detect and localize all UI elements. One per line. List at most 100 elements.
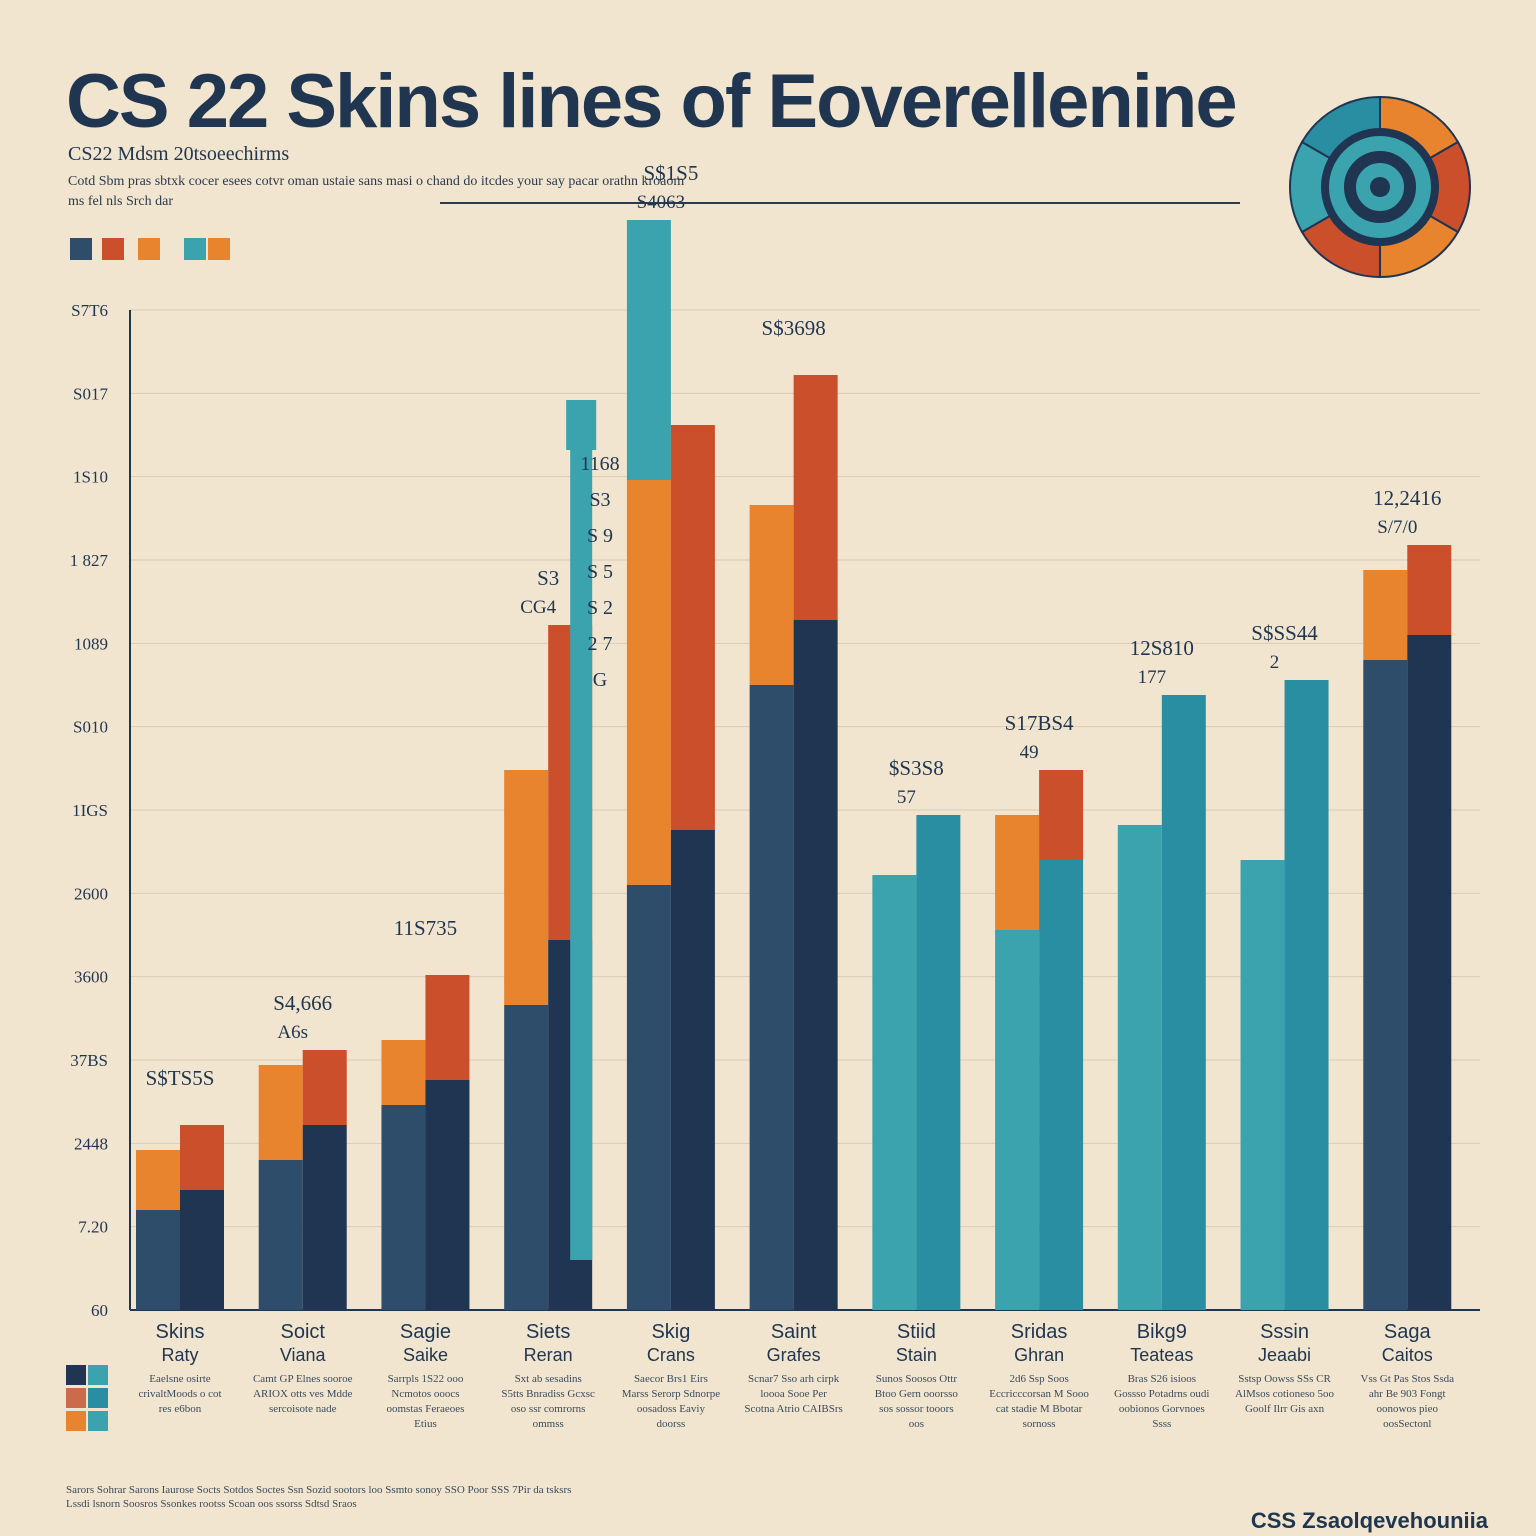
data-label-sub: A6s xyxy=(277,1022,308,1043)
category-note: Scnar7 Sso arh cirpk loooa Sooe Per Scotna… xyxy=(744,1373,842,1415)
data-label: S$TS5S xyxy=(146,1066,215,1090)
bar-segment xyxy=(1118,825,1162,1310)
category-note-line: oosSectonl xyxy=(1383,1418,1431,1430)
category-label: Sridas xyxy=(1011,1321,1068,1343)
category-sublabel: Stain xyxy=(896,1345,937,1365)
category-note-line: oomstas Feraeoes xyxy=(387,1403,465,1415)
y-tick-label: 3600 xyxy=(74,968,108,987)
category-note: Sarrpls 1S22 ooo Ncmotos ooocs oomstas Fer… xyxy=(387,1373,465,1430)
category-note-line: Eccricccorsan M Sooo xyxy=(989,1388,1089,1400)
category-note-line: Sarrpls 1S22 ooo xyxy=(388,1373,464,1385)
category-note-line: ahr Be 903 Fongt xyxy=(1369,1388,1446,1400)
bar-segment xyxy=(1407,635,1451,1310)
y-tick-label: 1 827 xyxy=(70,551,109,570)
side-annotation: 2 7 xyxy=(588,633,613,655)
bar-segment xyxy=(381,1040,425,1105)
bar-segment xyxy=(916,815,960,1310)
data-label: S3 xyxy=(537,566,559,590)
category-note-line: Scotna Atrio CAIBSrs xyxy=(744,1403,842,1415)
legend-key-teal-3 xyxy=(88,1411,108,1431)
category-note: Eaelsne osirte crivaltMoods o cot res e6bo… xyxy=(138,1373,221,1415)
category-note-line: ARIOX otts ves Mdde xyxy=(253,1388,352,1400)
category-note: Sxt ab sesadins S5tts Bnradiss Gcxsc oso s… xyxy=(501,1373,595,1430)
category-label: Stiid xyxy=(897,1321,936,1343)
category-sublabel: Crans xyxy=(647,1345,695,1365)
category-note-line: Sunos Soosos Ottr xyxy=(876,1373,958,1385)
category-note: Bras S26 isioos Gossso Potadrns oudi oobio… xyxy=(1114,1373,1209,1430)
category-note-line: 2d6 Ssp Soos xyxy=(1009,1373,1068,1385)
category-note-line: sercoisote nade xyxy=(269,1403,337,1415)
category-label: Skins xyxy=(156,1321,205,1343)
category-sublabel: Caitos xyxy=(1382,1345,1433,1365)
bar-segment xyxy=(627,885,671,1310)
data-label: 12,2416 xyxy=(1373,486,1441,510)
side-annotation: S 2 xyxy=(587,597,613,619)
category-note-line: Ssss xyxy=(1152,1418,1171,1430)
bar-segment xyxy=(671,830,715,1310)
legend-key-teal-2 xyxy=(88,1388,108,1408)
y-tick-label: 1IGS xyxy=(72,801,108,820)
bar-segment xyxy=(1162,695,1206,1310)
category-note-line: loooa Sooe Per xyxy=(760,1388,827,1400)
y-tick-label: S010 xyxy=(73,718,108,737)
category-note-line: Etius xyxy=(414,1418,437,1430)
category-sublabel: Raty xyxy=(161,1345,198,1365)
category-note-line: res e6bon xyxy=(159,1403,202,1415)
side-annotation: 1168 xyxy=(580,453,619,475)
category-label: Bikg9 xyxy=(1137,1321,1187,1343)
bar-segment xyxy=(259,1160,303,1310)
category-sublabel: Viana xyxy=(280,1345,327,1365)
data-label: 12S810 xyxy=(1130,636,1194,660)
y-tick-label: 2448 xyxy=(74,1134,108,1153)
data-label-sub: S/7/0 xyxy=(1377,517,1417,538)
data-label: S17BS4 xyxy=(1005,711,1074,735)
category-note: Vss Gt Pas Stos Ssda ahr Be 903 Fongt oono… xyxy=(1361,1373,1455,1430)
category-note: 2d6 Ssp Soos Eccricccorsan M Sooo cat stad… xyxy=(989,1373,1089,1430)
bar-segment xyxy=(1285,680,1329,1310)
bar-segment xyxy=(1363,660,1407,1310)
category-sublabel: Grafes xyxy=(767,1345,821,1365)
category-label: Skig xyxy=(651,1321,690,1343)
category-note-line: S5tts Bnradiss Gcxsc xyxy=(501,1388,595,1400)
side-annotation: S3 xyxy=(589,489,610,511)
category-sublabel: Saike xyxy=(403,1345,448,1365)
category-sublabel: Teateas xyxy=(1130,1345,1193,1365)
bar-segment xyxy=(794,375,838,620)
category-note-line: oso ssr comrorns xyxy=(511,1403,586,1415)
category-note-line: Bras S26 isioos xyxy=(1128,1373,1196,1385)
bar-segment xyxy=(627,220,671,480)
category-note-line: Ncmotos ooocs xyxy=(391,1388,459,1400)
bar-segment xyxy=(136,1150,180,1210)
category-label: Soict xyxy=(280,1321,325,1343)
category-note-line: cat stadie M Bbotar xyxy=(996,1403,1083,1415)
category-label: Sssin xyxy=(1260,1321,1309,1343)
bar-segment xyxy=(627,480,671,885)
y-tick-label: 37BS xyxy=(70,1051,108,1070)
category-note-line: Eaelsne osirte xyxy=(149,1373,211,1385)
stacked-bar-chart: S7T6S0171S101 8271089S0101IGS2600360037B… xyxy=(0,0,1536,1536)
category-note: Sunos Soosos Ottr Btoo Gern ooorsso sos so… xyxy=(875,1373,959,1430)
data-label: S4,666 xyxy=(273,991,332,1015)
category-note-line: crivaltMoods o cot xyxy=(138,1388,221,1400)
bar-segment xyxy=(136,1210,180,1310)
category-label: Saint xyxy=(771,1321,817,1343)
bar-segment xyxy=(1363,570,1407,660)
category-note-line: Scnar7 Sso arh cirpk xyxy=(748,1373,840,1385)
bar-segment xyxy=(303,1125,347,1310)
category-note: Sstsp Oowss SSs CR AlMsos cotioneso 5oo Go… xyxy=(1235,1373,1335,1415)
legend-key-red xyxy=(66,1388,86,1408)
bar-segment xyxy=(504,1005,548,1310)
y-tick-label: 1S10 xyxy=(73,468,108,487)
category-note-line: Marss Serorp Sdnorpe xyxy=(622,1388,720,1400)
category-note-line: Sxt ab sesadins xyxy=(515,1373,582,1385)
category-label: Siets xyxy=(526,1321,570,1343)
data-label: 11S735 xyxy=(394,916,457,940)
bar-segment xyxy=(259,1065,303,1160)
category-note-line: sornoss xyxy=(1023,1418,1056,1430)
category-note-line: Goolf Ilrr Gis axn xyxy=(1245,1403,1325,1415)
data-label-sub: 49 xyxy=(1020,742,1039,763)
legend-key-teal xyxy=(88,1365,108,1385)
category-note-line: sos sossor tooors xyxy=(879,1403,954,1415)
y-tick-label: S017 xyxy=(73,384,108,403)
bar-segment xyxy=(750,685,794,1310)
